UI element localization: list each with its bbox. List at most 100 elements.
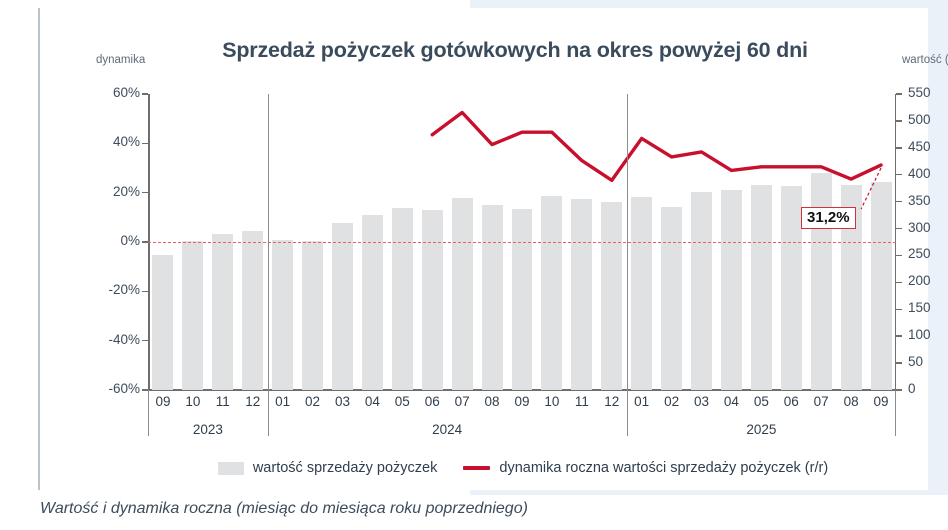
bar <box>272 239 294 390</box>
x-axis-month-label: 09 <box>155 394 171 409</box>
data-label-callout: 31,2% <box>801 207 856 230</box>
left-axis-tick-label: 40% <box>112 134 140 150</box>
right-axis-tick <box>896 147 902 149</box>
x-axis-month-label: 05 <box>394 394 410 409</box>
legend-item-dynamics: dynamika roczna wartości sprzedaży pożyc… <box>463 460 828 476</box>
left-axis-tick <box>142 389 148 391</box>
plot-area: -60% -40% -20% 0% 20% 40% 60% 0 50 100 150 200 250 3… <box>108 85 931 436</box>
right-axis-tick <box>896 335 902 337</box>
right-axis-tick <box>896 93 902 95</box>
left-axis-tick-label: -20% <box>108 282 140 298</box>
bar <box>541 196 563 390</box>
x-axis-month-label: 04 <box>364 394 380 409</box>
x-axis-month-label: 01 <box>275 394 291 409</box>
right-axis-tick <box>896 227 902 230</box>
bar <box>152 254 174 390</box>
bar <box>182 240 204 390</box>
year-separator-start <box>148 390 150 436</box>
x-axis-month-label: 11 <box>574 394 589 409</box>
x-axis-month-label: 03 <box>693 394 710 409</box>
chart-card: Sprzedaż pożyczek gotówkowych na okres p… <box>38 8 948 490</box>
bar <box>242 230 264 390</box>
bar <box>870 182 892 390</box>
left-axis-tick-label: 20% <box>112 183 140 199</box>
x-axis-month-label: 02 <box>305 394 321 409</box>
x-axis-month-label: 06 <box>424 394 440 409</box>
left-axis-tick <box>142 339 148 342</box>
x-axis-month-label: 05 <box>753 394 769 409</box>
right-axis-tick-label: 450 <box>908 138 931 154</box>
x-axis-year-label: 2025 <box>746 422 777 437</box>
x-axis-month-label: 07 <box>813 394 829 409</box>
x-axis-month-label: 07 <box>454 394 470 409</box>
right-axis-tick-label: 100 <box>908 327 931 343</box>
year-separator <box>267 94 269 436</box>
right-axis-tick <box>896 308 902 311</box>
line-swatch-icon <box>463 465 491 471</box>
right-axis-tick <box>896 362 902 364</box>
x-axis-month-label: 01 <box>634 394 650 409</box>
x-axis-month-label: 11 <box>215 394 230 409</box>
left-axis-tick-label: 60% <box>112 85 140 100</box>
bar <box>631 197 653 390</box>
callout-leader-line <box>860 167 882 210</box>
bar <box>720 189 742 390</box>
left-axis-tick <box>142 241 148 243</box>
x-axis-month-labels: 09 10 11 12 01 02 03 04 05 06 07 08 09 10 11 12 01 02 03 04… <box>148 394 896 416</box>
bar <box>302 240 324 390</box>
right-axis-tick <box>896 200 902 203</box>
right-axis-tick-label: 350 <box>908 192 931 208</box>
bar <box>391 208 413 390</box>
right-axis-tick-label: 400 <box>908 165 931 181</box>
legend-label-dynamics: dynamika roczna wartości sprzedaży pożyc… <box>499 460 829 476</box>
left-axis-tick-label: -60% <box>108 381 140 396</box>
bar <box>212 233 234 390</box>
year-separator-end <box>895 390 897 436</box>
x-axis-year-label: 2023 <box>192 422 223 437</box>
left-axis-tick <box>142 290 148 293</box>
figure-caption: Wartość i dynamika roczna (miesiąc do mi… <box>40 500 528 517</box>
right-axis-tick-label: 0 <box>908 381 916 396</box>
bar <box>571 198 593 390</box>
zero-reference-line <box>148 242 896 243</box>
left-axis-tick <box>142 93 148 95</box>
bar <box>840 184 862 390</box>
right-axis-tick-label: 150 <box>908 300 931 316</box>
left-axis-tick-label: 0% <box>120 233 140 248</box>
bar <box>332 223 353 390</box>
right-axis-tick-label: 500 <box>908 111 931 127</box>
x-axis-month-label: 08 <box>843 394 859 409</box>
x-axis-month-label: 10 <box>185 394 201 409</box>
bar <box>361 214 383 390</box>
x-axis-month-label: 06 <box>783 394 799 409</box>
dynamics-line <box>430 110 883 183</box>
left-axis-caption: dynamika <box>96 54 146 66</box>
chart-legend: wartość sprzedaży pożyczek dynamika rocz… <box>78 460 948 476</box>
bar <box>511 209 533 390</box>
left-axis-tick <box>142 142 148 145</box>
bar <box>451 197 473 390</box>
bar-swatch-icon <box>217 461 244 475</box>
right-axis-tick <box>896 281 902 284</box>
x-axis-month-label: 09 <box>514 394 530 409</box>
left-axis-tick-label: -40% <box>108 331 140 347</box>
right-axis-tick-label: 50 <box>908 354 924 370</box>
line-series <box>430 110 883 210</box>
bar <box>601 202 623 390</box>
bar <box>691 191 712 390</box>
caption-background <box>0 495 948 530</box>
right-axis-tick-label: 250 <box>908 246 931 262</box>
chart-title: Sprzedaż pożyczek gotówkowych na okres p… <box>222 38 808 62</box>
right-axis-tick <box>896 173 902 176</box>
x-axis-month-label: 09 <box>873 394 889 409</box>
x-axis-year-label: 2024 <box>432 422 463 437</box>
legend-label-value: wartość sprzedaży pożyczek <box>252 460 438 476</box>
x-axis-month-label: 12 <box>604 394 620 409</box>
bar <box>750 184 772 390</box>
legend-item-value: wartość sprzedaży pożyczek <box>217 460 438 476</box>
right-axis-tick-label: 550 <box>908 85 931 100</box>
year-separator <box>626 94 629 436</box>
x-axis-month-label: 12 <box>245 394 261 409</box>
right-axis-caption: wartość (mln zł) <box>902 54 948 66</box>
bar <box>481 204 503 390</box>
